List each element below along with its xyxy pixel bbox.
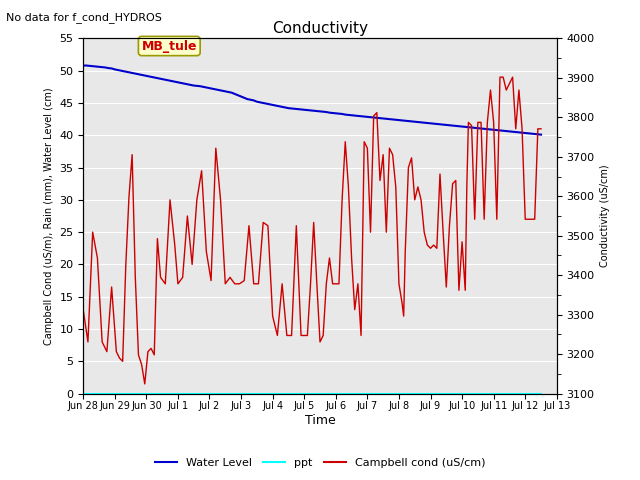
X-axis label: Time: Time [305,414,335,427]
Title: Conductivity: Conductivity [272,21,368,36]
Y-axis label: Conductivity (uS/cm): Conductivity (uS/cm) [600,165,610,267]
Text: No data for f_cond_HYDROS: No data for f_cond_HYDROS [6,12,163,23]
Legend: Water Level, ppt, Campbell cond (uS/cm): Water Level, ppt, Campbell cond (uS/cm) [150,453,490,472]
Text: MB_tule: MB_tule [141,39,197,52]
Y-axis label: Campbell Cond (uS/m), Rain (mm), Water Level (cm): Campbell Cond (uS/m), Rain (mm), Water L… [44,87,54,345]
